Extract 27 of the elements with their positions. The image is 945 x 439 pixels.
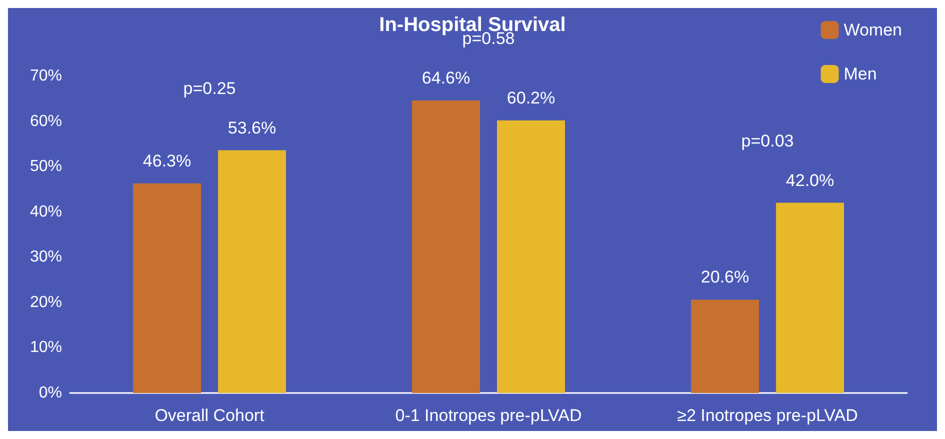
bar	[412, 100, 480, 393]
legend-label: Women	[844, 20, 902, 40]
y-tick-label: 60%	[30, 112, 62, 130]
y-tick-label: 30%	[30, 248, 62, 266]
annotation: p=0.03	[741, 131, 794, 150]
legend-label: Men	[844, 64, 877, 84]
y-tick-label: 70%	[30, 68, 62, 84]
y-tick-label: 50%	[30, 158, 62, 176]
data-label: 53.6%	[228, 118, 276, 138]
data-label: 60.2%	[506, 88, 556, 108]
data-label: 42.0%	[786, 170, 834, 190]
y-tick-label: 40%	[30, 203, 62, 220]
data-label: 64.6%	[422, 68, 470, 88]
x-tick-label: Overall Cohort	[154, 406, 265, 425]
y-tick-label: 10%	[30, 339, 62, 356]
bar	[776, 202, 844, 393]
bar	[218, 150, 286, 393]
bar	[133, 183, 201, 393]
y-tick-label: 20%	[30, 294, 62, 311]
data-label: 20.6%	[700, 268, 750, 287]
bar	[691, 300, 759, 393]
y-tick-label: 0%	[38, 384, 62, 402]
x-tick-label: 0-1 Inotropes pre-pLVAD	[395, 406, 582, 425]
annotation: p=0.25	[183, 78, 236, 98]
data-label: 46.3%	[142, 151, 192, 170]
x-tick-label: ≥2 Inotropes pre-pLVAD	[677, 406, 858, 425]
bar	[497, 120, 565, 393]
